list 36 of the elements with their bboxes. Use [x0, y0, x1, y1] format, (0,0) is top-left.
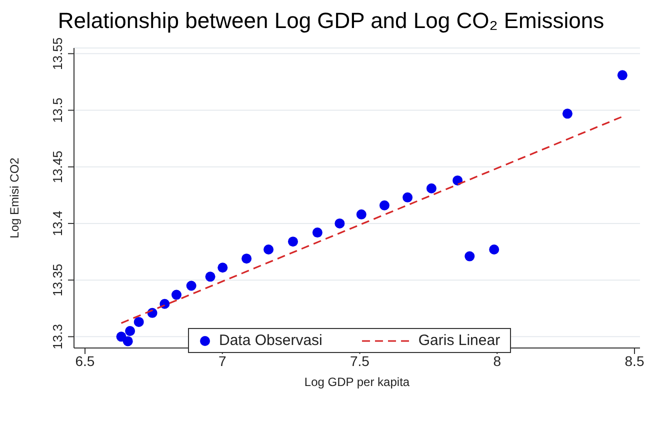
point	[125, 326, 136, 336]
y-tick-label: 13.3	[50, 324, 65, 350]
point	[334, 218, 345, 228]
y-tick-label: 13.5	[50, 98, 65, 123]
x-tick-label: 7	[218, 352, 226, 369]
point	[186, 280, 196, 291]
point	[288, 236, 298, 247]
y-tick-label: 13.45	[50, 150, 65, 184]
y-tick-label: 13.35	[50, 264, 65, 296]
point	[171, 290, 182, 300]
point	[402, 192, 413, 202]
point	[312, 228, 322, 238]
y-axis-title: Log Emisi CO2	[7, 157, 22, 238]
legend-label: Data Observasi	[218, 332, 322, 349]
point	[205, 272, 216, 282]
point	[242, 254, 252, 264]
point	[617, 70, 628, 80]
x-tick-label: 8.5	[624, 352, 644, 369]
point	[218, 262, 228, 273]
chart-title: Relationship between Log GDP and Log CO₂ Emissions	[56, 8, 606, 34]
point	[356, 209, 366, 220]
point	[379, 200, 390, 210]
x-tick-label: 7.5	[350, 352, 370, 369]
legend-label: Garis Linear	[417, 332, 500, 349]
y-tick-label: 13.4	[50, 210, 65, 236]
point	[134, 316, 144, 327]
point	[562, 108, 572, 119]
x-tick-label: 6.5	[75, 352, 95, 369]
point	[426, 183, 436, 194]
point	[122, 336, 133, 346]
point	[464, 251, 475, 262]
point	[264, 244, 274, 255]
point	[489, 244, 500, 255]
y-tick-label: 13.55	[50, 37, 65, 70]
x-tick-label: 8	[493, 352, 502, 369]
x-axis-title: Log GDP per kapita	[304, 375, 410, 389]
